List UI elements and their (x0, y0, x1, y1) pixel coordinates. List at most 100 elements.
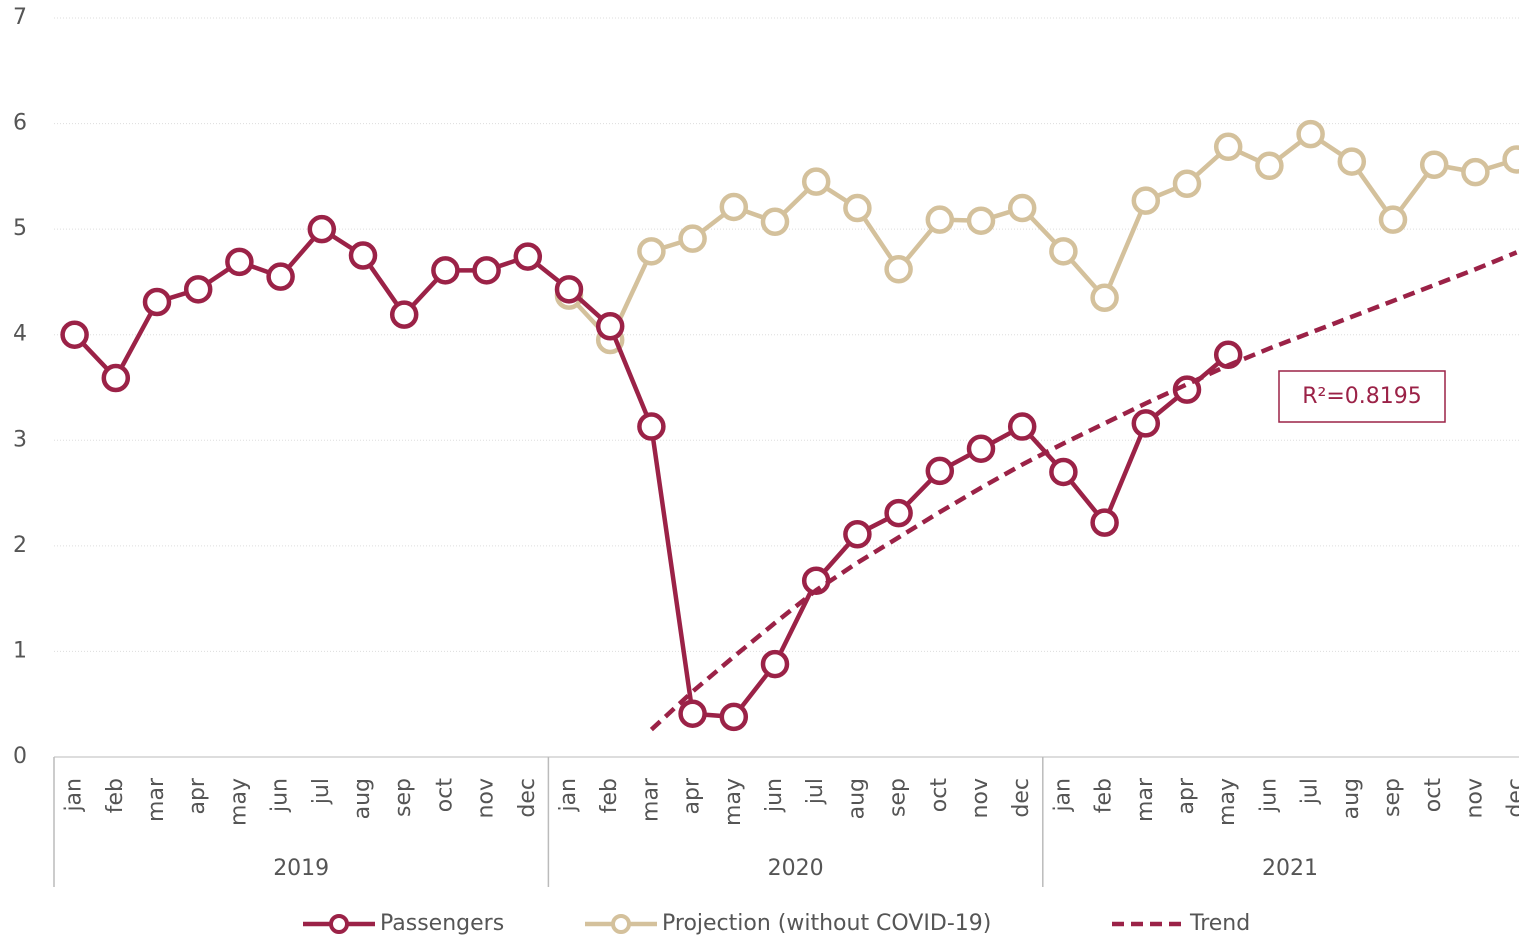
point (557, 277, 581, 301)
x-tick-label: nov (968, 778, 993, 818)
point (475, 258, 499, 282)
point (722, 705, 746, 729)
point (269, 265, 293, 289)
x-tick-label: feb (1092, 778, 1117, 813)
x-tick-label: sep (1380, 778, 1405, 817)
point (145, 290, 169, 314)
y-tick-label: 7 (13, 5, 27, 30)
legend-marker (613, 916, 629, 932)
x-tick-label: jan (1050, 778, 1075, 813)
x-group-label: 2019 (273, 856, 329, 881)
point (351, 244, 375, 268)
point (928, 459, 952, 483)
point (722, 195, 746, 219)
point (1216, 135, 1240, 159)
legend-label: Trend (1189, 911, 1250, 936)
x-tick-label: jul (803, 778, 828, 805)
point (887, 257, 911, 281)
point (887, 501, 911, 525)
y-tick-label: 1 (13, 638, 27, 663)
point (1299, 122, 1323, 146)
x-tick-label: mar (1133, 777, 1158, 822)
x-tick-label: jun (268, 778, 293, 813)
x-group-label: 2021 (1262, 856, 1318, 881)
x-tick-label: jul (309, 778, 334, 805)
x-tick-label: may (721, 778, 746, 826)
x-tick-label: sep (391, 778, 416, 817)
point (763, 210, 787, 234)
x-tick-label: jun (1256, 778, 1281, 813)
x-tick-label: dec (1504, 778, 1519, 818)
x-tick-label: sep (886, 778, 911, 817)
x-group-label: 2020 (768, 856, 824, 881)
legend-label: Passengers (380, 911, 504, 936)
point (1340, 150, 1364, 174)
x-tick-label: dec (515, 778, 540, 818)
point (392, 303, 416, 327)
point (1010, 196, 1034, 220)
point (63, 323, 87, 347)
x-tick-label: aug (844, 778, 869, 819)
point (969, 437, 993, 461)
annotation: R²=0.8195 (1302, 384, 1422, 409)
x-tick-label: may (1215, 778, 1240, 826)
point (681, 227, 705, 251)
x-tick-label: nov (1462, 778, 1487, 818)
x-tick-label: dec (1009, 778, 1034, 818)
chart: 01234567janfebmaraprmayjunjulaugsepoctno… (0, 0, 1519, 939)
point (1010, 415, 1034, 439)
point (639, 415, 663, 439)
x-tick-label: oct (432, 778, 457, 813)
y-tick-label: 0 (13, 744, 27, 769)
x-tick-label: jun (762, 778, 787, 813)
point (227, 250, 251, 274)
x-tick-label: jan (62, 778, 87, 813)
point (598, 314, 622, 338)
x-tick-label: aug (1339, 778, 1364, 819)
x-tick-label: oct (1421, 778, 1446, 813)
x-tick-label: may (226, 778, 251, 826)
point (1381, 208, 1405, 232)
point (1093, 286, 1117, 310)
x-tick-label: apr (185, 777, 210, 814)
legend-marker (331, 916, 347, 932)
legend-label: Projection (without COVID-19) (662, 911, 991, 936)
point (1505, 147, 1519, 171)
x-tick-label: aug (350, 778, 375, 819)
point (1175, 172, 1199, 196)
y-tick-label: 5 (13, 216, 27, 241)
point (1051, 239, 1075, 263)
point (1134, 411, 1158, 435)
point (639, 239, 663, 263)
point (928, 208, 952, 232)
point (1051, 460, 1075, 484)
point (681, 702, 705, 726)
point (1422, 153, 1446, 177)
point (104, 366, 128, 390)
x-tick-label: jul (1298, 778, 1323, 805)
x-tick-label: mar (638, 777, 663, 822)
point (845, 196, 869, 220)
point (1093, 511, 1117, 535)
x-tick-label: oct (927, 778, 952, 813)
point (1257, 154, 1281, 178)
y-tick-label: 4 (13, 322, 27, 347)
point (763, 652, 787, 676)
point (1463, 160, 1487, 184)
point (186, 277, 210, 301)
point (804, 170, 828, 194)
point (433, 258, 457, 282)
point (516, 245, 540, 269)
y-tick-label: 6 (13, 111, 27, 136)
y-tick-label: 3 (13, 427, 27, 452)
point (845, 522, 869, 546)
x-tick-label: nov (474, 778, 499, 818)
point (969, 209, 993, 233)
x-tick-label: mar (144, 777, 169, 822)
y-tick-label: 2 (13, 533, 27, 558)
x-tick-label: apr (1174, 777, 1199, 814)
point (310, 217, 334, 241)
point (1134, 189, 1158, 213)
x-tick-label: jan (556, 778, 581, 813)
